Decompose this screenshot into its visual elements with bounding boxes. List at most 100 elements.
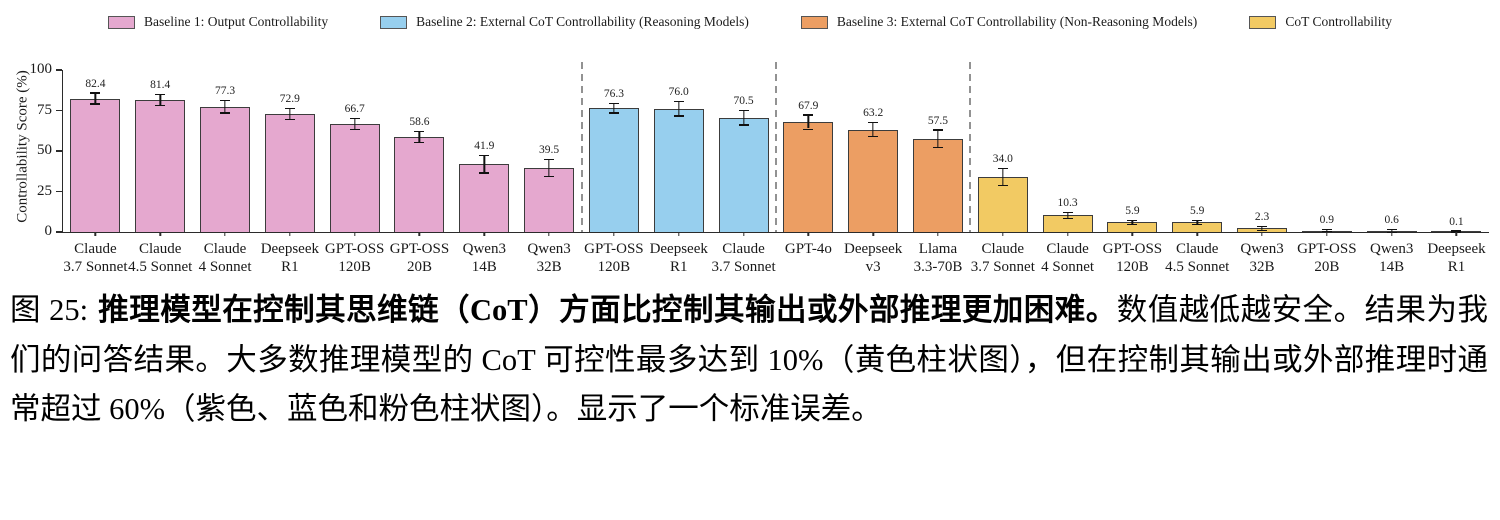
x-label-line1: GPT-OSS bbox=[1102, 241, 1163, 257]
error-bar bbox=[289, 109, 291, 119]
x-tick-mark bbox=[742, 232, 745, 236]
bar-value-label: 34.0 bbox=[992, 152, 1013, 165]
error-bar-cap bbox=[1321, 228, 1332, 230]
error-bar-cap bbox=[803, 114, 814, 116]
bar bbox=[912, 138, 963, 232]
error-bar bbox=[742, 111, 745, 125]
x-tick-mark bbox=[872, 232, 874, 236]
legend-label: Baseline 1: Output Controllability bbox=[144, 14, 329, 29]
legend-item: Baseline 2: External CoT Controllability… bbox=[380, 14, 749, 30]
x-label-line1: Deepseek bbox=[649, 241, 708, 257]
x-label-line2: 14B bbox=[1379, 259, 1405, 276]
bar bbox=[524, 168, 575, 232]
y-tick-label: 50 bbox=[37, 142, 52, 158]
x-label-line2: R1 bbox=[669, 259, 688, 276]
error-bar bbox=[937, 130, 939, 147]
error-bar-cap bbox=[997, 185, 1008, 187]
bar-slot: 41.9 Qwen3 14B bbox=[452, 70, 517, 275]
legend-label: CoT Controllability bbox=[1285, 14, 1392, 29]
legend-item: CoT Controllability bbox=[1249, 14, 1392, 30]
group-separator bbox=[580, 62, 583, 232]
error-bar-cap bbox=[1062, 217, 1073, 220]
x-tick-mark bbox=[289, 232, 291, 236]
error-bar bbox=[354, 119, 356, 129]
error-bar-cap bbox=[608, 103, 619, 105]
x-label-line1: GPT-4o bbox=[784, 241, 832, 257]
error-bar-cap bbox=[414, 130, 425, 133]
legend-swatch bbox=[800, 15, 828, 29]
bar bbox=[783, 122, 834, 232]
bar-value-label: 77.3 bbox=[214, 85, 236, 98]
caption-body-text: 数值越低越安全。结果为我们的问答结果。大多数推理模型的 CoT 可控性最多达到 … bbox=[10, 293, 1488, 427]
error-bar-cap bbox=[90, 92, 101, 94]
bar-slot: 34.0 Claude 3.7 Sonnet bbox=[970, 70, 1035, 275]
group-separator bbox=[775, 62, 777, 232]
bar bbox=[459, 164, 510, 232]
error-bar-cap bbox=[284, 107, 295, 110]
x-tick-label: Claude 4.5 Sonnet bbox=[128, 240, 192, 277]
x-label-line1: Qwen3 bbox=[462, 241, 506, 257]
x-tick-label: GPT-OSS 20B bbox=[390, 240, 449, 277]
error-bar-cap bbox=[284, 118, 295, 121]
x-tick-mark bbox=[1196, 232, 1198, 236]
x-tick-mark bbox=[548, 232, 550, 236]
bars-container: 82.4 Claude 3.7 Sonnet 81.4 Claude 4.5 Sonnet… bbox=[63, 62, 1489, 275]
bar-value-label: 76.0 bbox=[668, 86, 689, 99]
bar-slot: 76.3 GPT-OSS 120B bbox=[582, 70, 647, 275]
error-bar bbox=[418, 132, 421, 142]
error-bar bbox=[872, 123, 874, 137]
error-bar bbox=[483, 156, 485, 173]
error-bar bbox=[1261, 227, 1263, 230]
x-label-line1: Claude bbox=[203, 241, 247, 257]
x-tick-mark bbox=[937, 232, 939, 236]
error-bar bbox=[613, 104, 615, 113]
legend-item: Baseline 1: Output Controllability bbox=[108, 14, 328, 30]
x-label-line2: R1 bbox=[281, 259, 299, 276]
chart-legend: Baseline 1: Output Controllability Baseli… bbox=[0, 14, 1500, 30]
bar-value-label: 76.3 bbox=[603, 88, 624, 101]
bar-chart: Baseline 1: Output Controllability Baseli… bbox=[0, 14, 1500, 275]
error-bar-cap bbox=[1127, 219, 1138, 221]
bar-value-label: 72.9 bbox=[279, 93, 300, 106]
bar-slot: 0.6 Qwen3 14B bbox=[1359, 70, 1424, 275]
bar-slot: 81.4 Claude 4.5 Sonnet bbox=[128, 70, 193, 275]
legend-label: Baseline 2: External CoT Controllability… bbox=[416, 14, 749, 29]
error-bar bbox=[94, 93, 97, 104]
x-label-line1: GPT-OSS bbox=[1297, 241, 1357, 257]
x-label-line1: Deepseek bbox=[1427, 241, 1486, 257]
x-label-line2: 3.7 Sonnet bbox=[970, 259, 1035, 276]
x-tick-mark bbox=[224, 232, 226, 236]
x-tick-label: GPT-4o bbox=[785, 240, 832, 258]
error-bar bbox=[1002, 168, 1004, 186]
y-tick-label: 100 bbox=[29, 61, 53, 77]
x-tick-mark bbox=[1261, 232, 1263, 236]
x-label-line2: 4 Sonnet bbox=[198, 259, 252, 276]
x-label-line1: Qwen3 bbox=[1240, 241, 1284, 257]
y-tick-mark bbox=[56, 231, 62, 233]
bar-value-label: 0.6 bbox=[1384, 214, 1399, 227]
error-bar bbox=[548, 159, 550, 177]
x-tick-label: GPT-OSS 120B bbox=[325, 240, 384, 277]
bar-slot: 5.9 Claude 4.5 Sonnet bbox=[1165, 70, 1230, 275]
x-label-line1: Claude bbox=[1175, 241, 1219, 257]
bar-value-label: 58.6 bbox=[409, 116, 430, 129]
x-tick-mark bbox=[807, 232, 810, 236]
error-bar bbox=[1066, 212, 1069, 218]
x-label-line2: 3.7 Sonnet bbox=[63, 259, 128, 276]
x-label-line2: 4 Sonnet bbox=[1041, 259, 1095, 276]
bar-value-label: 57.5 bbox=[927, 114, 949, 127]
x-label-line1: Deepseek bbox=[844, 241, 903, 257]
error-bar-cap bbox=[220, 112, 231, 114]
bar bbox=[70, 98, 121, 232]
error-bar bbox=[1455, 231, 1458, 233]
y-tick-label: 75 bbox=[37, 101, 52, 118]
bar-value-label: 63.2 bbox=[863, 107, 884, 120]
bar-value-label: 2.3 bbox=[1254, 210, 1270, 223]
legend-swatch bbox=[1249, 15, 1277, 29]
error-bar-cap bbox=[673, 115, 684, 117]
bar-slot: 57.5 Llama 3.3-70B bbox=[906, 70, 971, 275]
caption-bold-title: 推理模型在控制其思维链（CoT）方面比控制其输出或外部推理更加困难。 bbox=[97, 293, 1117, 327]
bar-value-label: 5.9 bbox=[1190, 204, 1205, 217]
x-label-line2: 20B bbox=[1314, 259, 1340, 276]
